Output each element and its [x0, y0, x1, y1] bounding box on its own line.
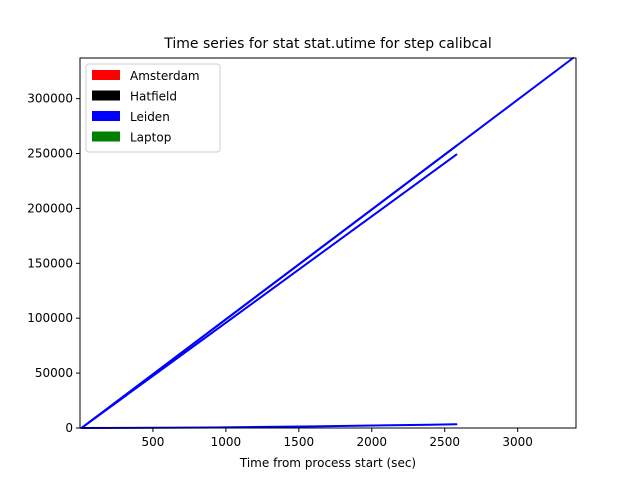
- legend: Amsterdam Hatfield Leiden Laptop: [85, 63, 221, 153]
- x-tick-label: 500: [141, 435, 164, 449]
- x-axis-ticks: 500 1000 1500 2000 2500 3000: [141, 428, 533, 449]
- y-tick-label: 200000: [27, 201, 73, 215]
- x-tick-label: 1500: [284, 435, 315, 449]
- series-line-2: [80, 144, 458, 429]
- y-tick-label: 250000: [27, 147, 73, 161]
- axes-frame: [79, 57, 577, 429]
- series-line-3: [80, 153, 458, 429]
- y-tick-label: 150000: [27, 256, 73, 270]
- legend-swatch: [92, 70, 120, 80]
- y-tick-label: 0: [65, 421, 73, 435]
- x-tick-label: 2000: [356, 435, 387, 449]
- x-tick-label: 3000: [502, 435, 533, 449]
- legend-label: Hatfield: [130, 90, 177, 104]
- legend-swatch: [92, 131, 120, 142]
- y-tick-label: 50000: [35, 366, 73, 380]
- y-axis-ticks: 0 50000 100000 150000 200000 250000 300000: [27, 92, 80, 435]
- legend-swatch: [92, 90, 120, 101]
- x-axis-label: Time from process start (sec): [239, 456, 416, 470]
- legend-label: Laptop: [130, 131, 171, 145]
- x-tick-label: 2500: [429, 435, 460, 449]
- legend-label: Leiden: [130, 110, 170, 124]
- y-tick-label: 100000: [27, 311, 73, 325]
- chart-title: Time series for stat stat.utime for step…: [163, 36, 491, 52]
- legend-swatch: [92, 111, 120, 121]
- legend-label: Amsterdam: [130, 69, 200, 83]
- legend-box: [85, 63, 221, 153]
- y-tick-label: 300000: [27, 92, 73, 106]
- x-tick-label: 1000: [211, 435, 242, 449]
